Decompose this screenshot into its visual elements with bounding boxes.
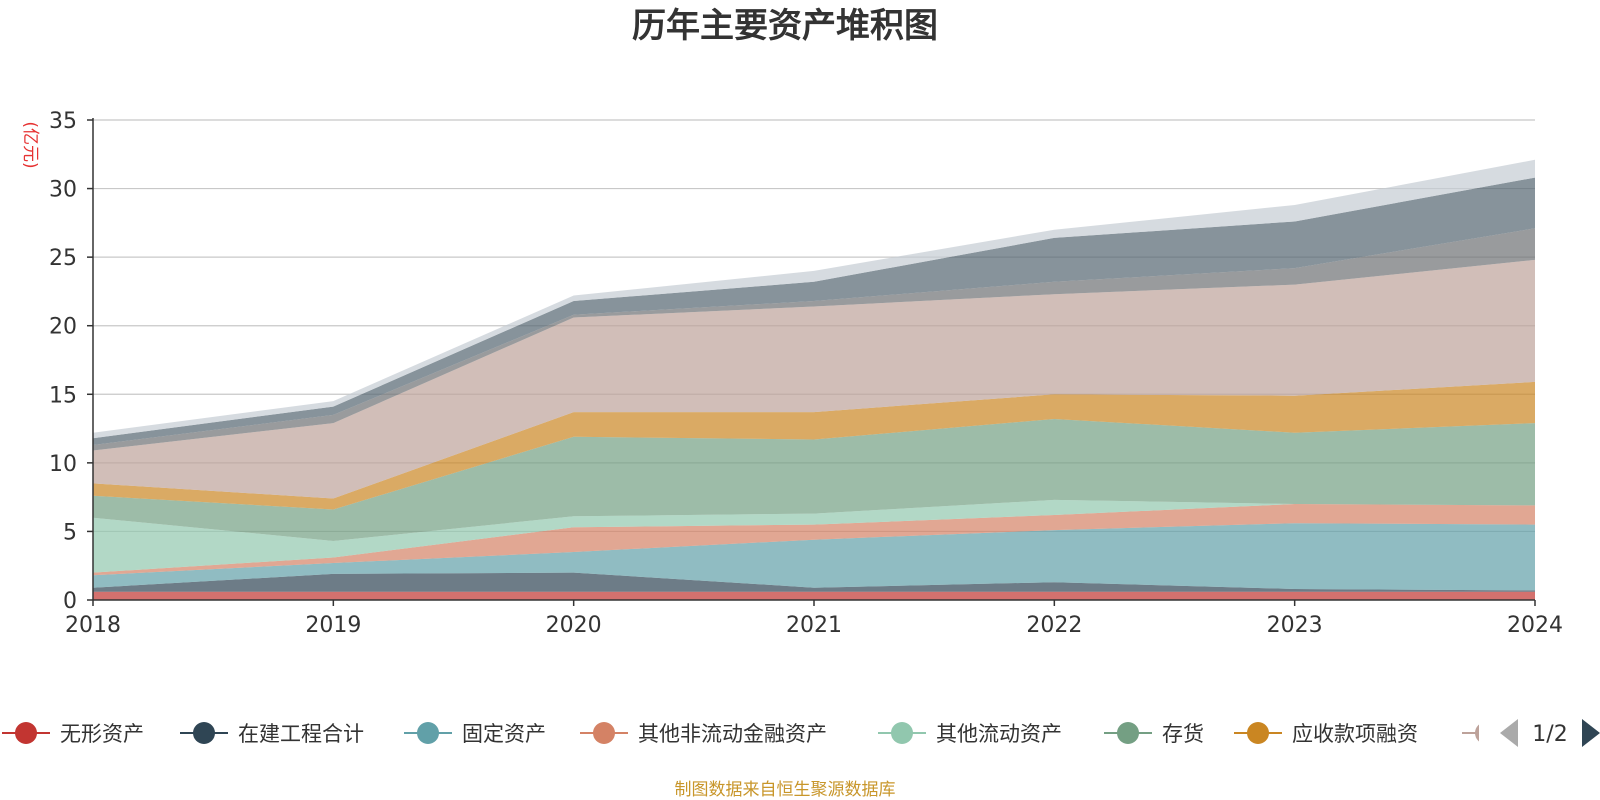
legend-item-3[interactable]: 其他非流动金融资产 (580, 722, 827, 746)
area-series-4[interactable] (93, 499, 1535, 573)
legend-item-0[interactable]: 无形资产 (2, 722, 144, 746)
legend-item-4[interactable]: 其他流动资产 (878, 722, 1062, 746)
legend-label: 在建工程合计 (238, 722, 364, 746)
legend-marker (15, 722, 37, 744)
y-tick-label: 20 (49, 315, 77, 340)
area-series-5[interactable] (93, 419, 1535, 541)
legend-marker (891, 722, 913, 744)
area-series-9[interactable] (93, 177, 1535, 445)
area-series-10[interactable] (93, 159, 1535, 439)
area-series-0[interactable] (93, 591, 1535, 600)
legend-item-6[interactable]: 应收款项融资 (1234, 722, 1418, 746)
y-tick-label: 30 (49, 178, 77, 203)
legend-label: 其他非流动金融资产 (638, 722, 827, 746)
chart-title: 历年主要资产堆积图 (632, 6, 938, 46)
x-tick-label: 2021 (786, 613, 842, 638)
x-tick-label: 2019 (305, 613, 361, 638)
triangle-left-icon[interactable] (1500, 719, 1518, 747)
legend-marker (1117, 722, 1139, 744)
y-tick-label: 10 (49, 452, 77, 477)
legend: 无形资产 在建工程合计 固定资产 其他非流动金融资产 其他流动资产 存货 应收款项融资 1/2 (2, 719, 1600, 747)
x-tick-label: 2018 (65, 613, 121, 638)
area-series-2[interactable] (93, 523, 1535, 591)
y-tick-label: 5 (63, 520, 77, 545)
legend-item-2[interactable]: 固定资产 (404, 722, 546, 746)
legend-item-1[interactable]: 在建工程合计 (180, 722, 364, 746)
area-series-3[interactable] (93, 504, 1535, 576)
x-tick-label: 2023 (1267, 613, 1323, 638)
axes: 2018 2019 2020 2021 2022 2023 2024 (65, 118, 1563, 638)
x-tick-label: 2020 (546, 613, 602, 638)
area-series-1[interactable] (93, 572, 1535, 592)
area-series-7[interactable] (93, 259, 1535, 499)
legend-label: 存货 (1162, 722, 1204, 746)
area-series-8[interactable] (93, 228, 1535, 451)
x-tick-label: 2024 (1507, 613, 1563, 638)
legend-page-indicator: 1/2 (1532, 722, 1567, 747)
legend-marker (1475, 724, 1479, 742)
triangle-right-icon[interactable] (1582, 719, 1600, 747)
legend-item-5[interactable]: 存货 (1104, 722, 1204, 746)
legend-marker (1247, 722, 1269, 744)
y-tick-label: 15 (49, 383, 77, 408)
area-series-6[interactable] (93, 381, 1535, 510)
legend-marker (193, 722, 215, 744)
legend-marker (417, 722, 439, 744)
x-tick-label: 2022 (1026, 613, 1082, 638)
y-tick-label: 35 (49, 109, 77, 134)
legend-item-partial[interactable] (1462, 722, 1510, 744)
legend-marker (593, 722, 615, 744)
legend-label: 无形资产 (60, 722, 144, 746)
legend-label: 应收款项融资 (1292, 722, 1418, 746)
area-series-group (93, 159, 1535, 600)
data-source-note: 制图数据来自恒生聚源数据库 (675, 780, 896, 800)
y-tick-label: 25 (49, 246, 77, 271)
y-tick-label: 0 (63, 589, 77, 614)
legend-label: 固定资产 (462, 722, 546, 746)
legend-label: 其他流动资产 (936, 722, 1062, 746)
y-axis-unit: (亿元) (20, 121, 40, 168)
